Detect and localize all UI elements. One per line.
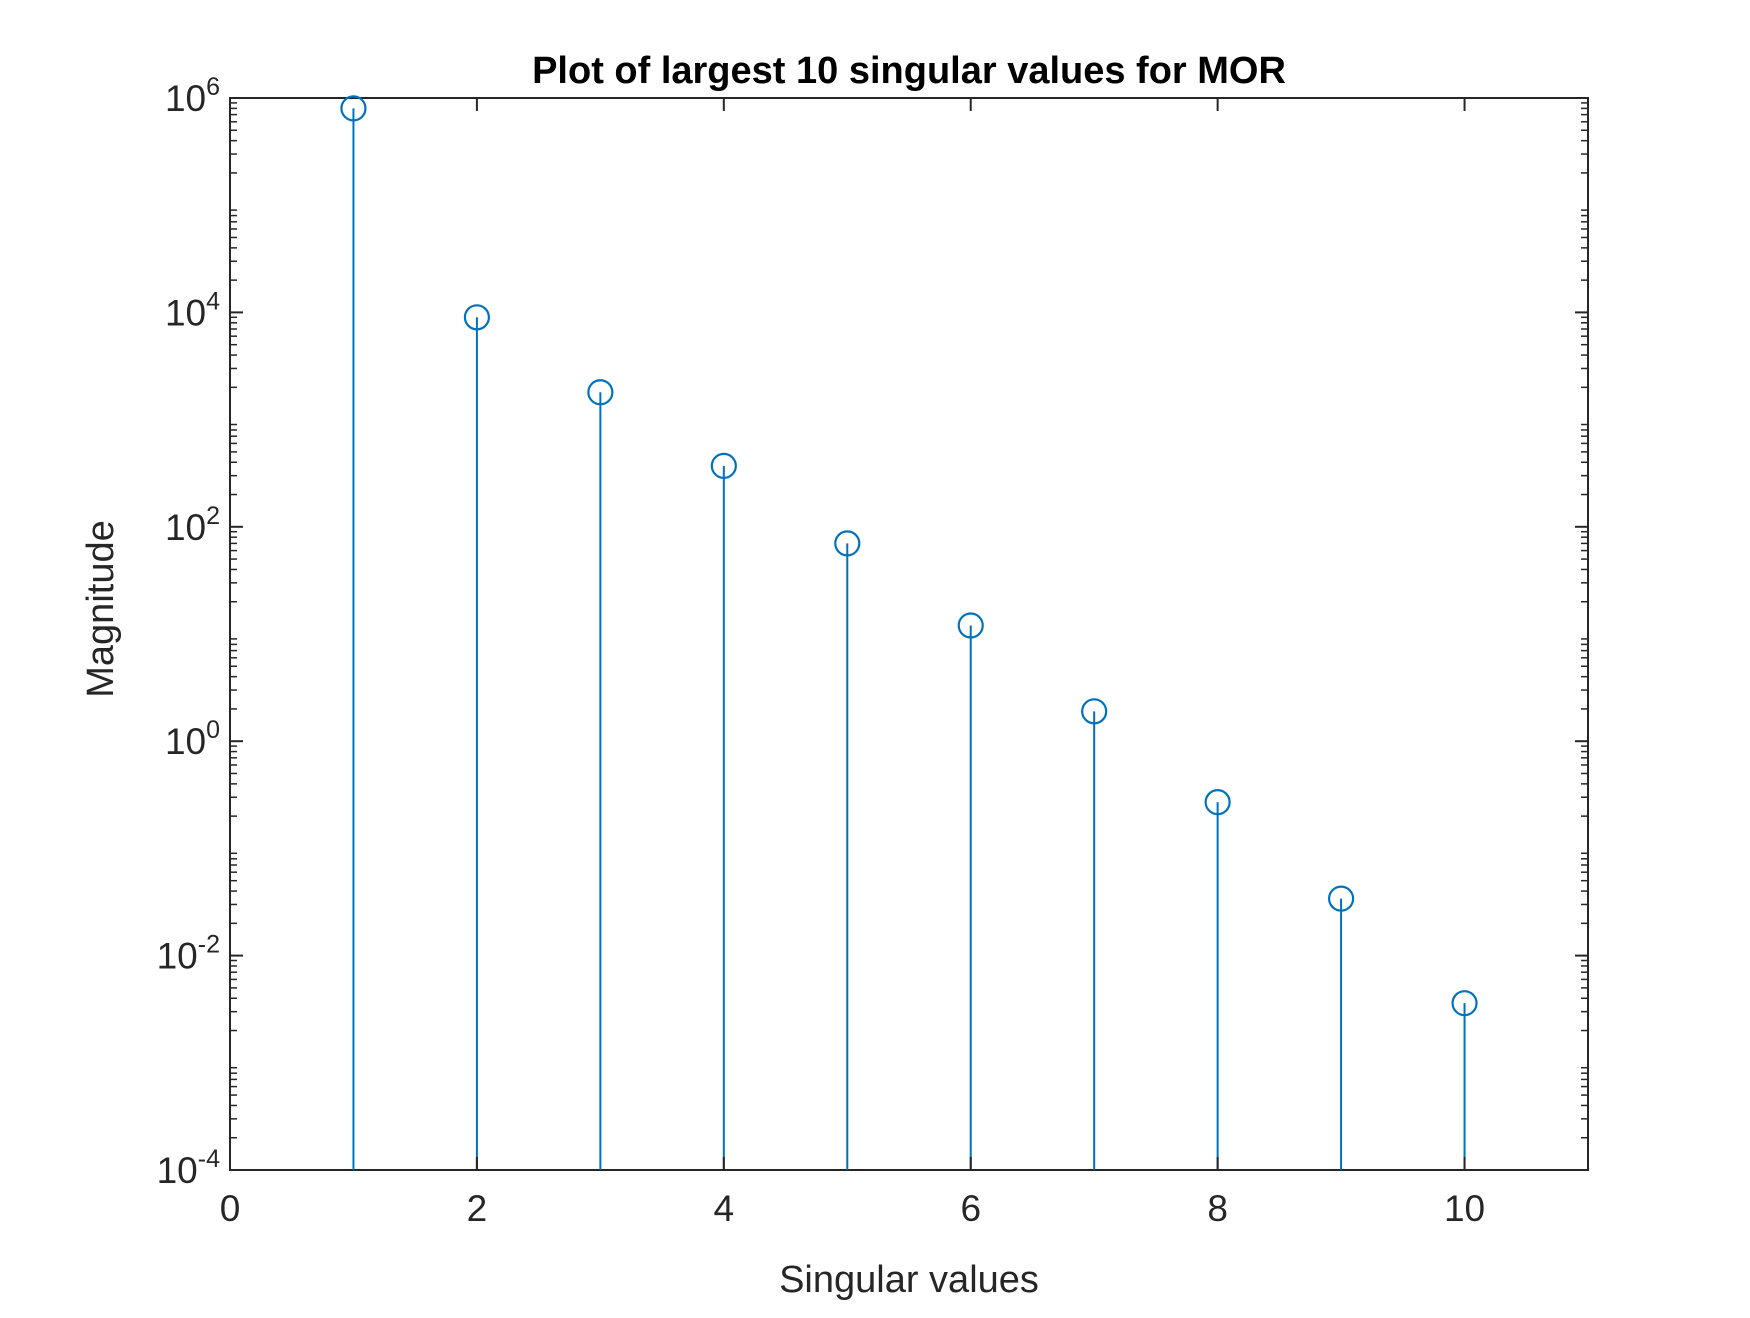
stem-marker (340, 95, 367, 122)
y-tick-label: 104 (165, 287, 220, 333)
y-tick-label: 106 (165, 73, 220, 119)
x-tick-label: 10 (1444, 1188, 1485, 1229)
stem-marker (1081, 698, 1108, 725)
y-tick-label-base: 10 (165, 78, 206, 119)
stem-marker (710, 452, 737, 479)
stem-marker (1451, 990, 1478, 1017)
y-tick-label-exponent: 0 (206, 716, 220, 744)
y-tick-label: 100 (165, 716, 220, 762)
chart-title: Plot of largest 10 singular values for M… (532, 50, 1286, 92)
stems (340, 95, 1478, 1170)
y-tick-label-base: 10 (165, 721, 206, 762)
stem-marker (463, 304, 491, 331)
y-tick-label-exponent: -4 (198, 1145, 220, 1173)
x-tick-label: 8 (1207, 1188, 1228, 1229)
stem-marker (1204, 789, 1231, 816)
y-tick-label-exponent: 6 (206, 73, 220, 101)
stem-marker (957, 612, 984, 639)
x-tick-label: 0 (220, 1188, 241, 1229)
y-tick-label-base: 10 (157, 936, 198, 977)
y-tick-label-exponent: 4 (206, 287, 220, 315)
y-tick-label-exponent: 2 (206, 502, 220, 530)
y-tick-label-exponent: -2 (198, 931, 220, 959)
y-tick-label: 10-2 (157, 931, 220, 977)
labels: Plot of largest 10 singular values for M… (80, 50, 1286, 1301)
x-tick-label: 4 (714, 1188, 735, 1229)
y-tick-label-base: 10 (157, 1150, 198, 1191)
y-tick-label-base: 10 (165, 507, 206, 548)
x-axis-label: Singular values (779, 1259, 1039, 1301)
y-tick-label: 10-4 (157, 1145, 220, 1191)
plot-area-frame (229, 97, 1589, 1171)
x-tick-label: 2 (467, 1188, 488, 1229)
stem-marker (587, 379, 614, 406)
y-tick-label: 102 (165, 502, 220, 548)
y-tick-label-base: 10 (165, 292, 206, 333)
x-tick-label: 6 (960, 1188, 981, 1229)
stem-marker (1327, 885, 1355, 912)
stem-marker (834, 530, 861, 557)
axes (229, 97, 1589, 1171)
y-axis-label: Magnitude (80, 520, 122, 697)
